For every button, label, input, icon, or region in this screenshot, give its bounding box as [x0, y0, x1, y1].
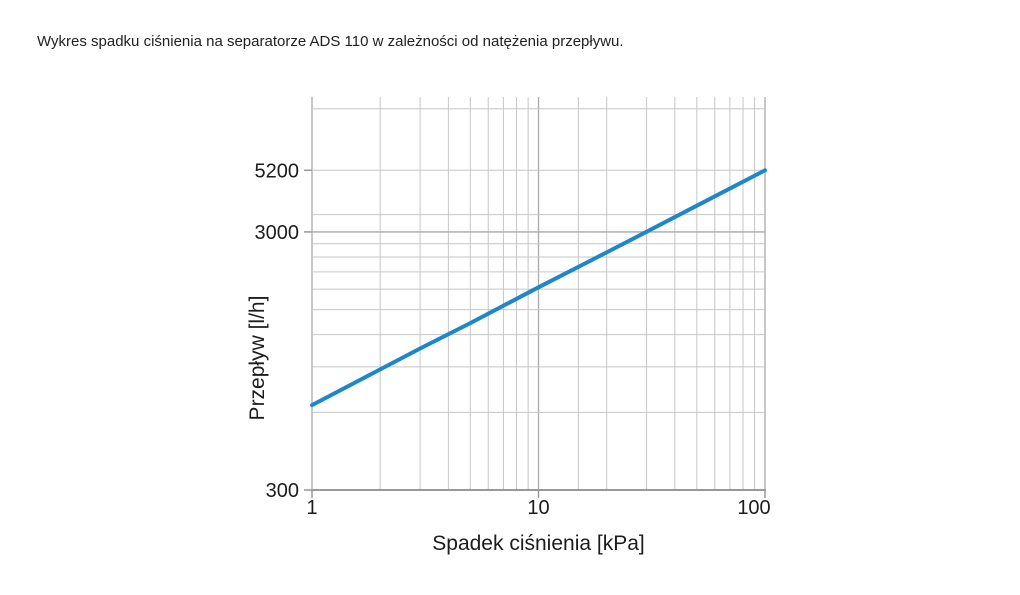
y-tick-label: 5200: [255, 160, 300, 182]
x-tick-label: 100: [737, 497, 770, 519]
x-tick-label: 10: [527, 497, 549, 519]
y-axis-title: Przepływ [l/h]: [246, 295, 269, 421]
x-axis-title: Spadek ciśnienia [kPa]: [432, 532, 645, 555]
y-tick-label: 300: [266, 480, 299, 502]
y-tick-label: 3000: [255, 222, 300, 244]
x-tick-label: 1: [306, 497, 317, 519]
flow-curve: [310, 168, 767, 408]
tick-labels: 1 10 100 300 3000 5200: [255, 160, 771, 519]
chart-title: Wykres spadku ciśnienia na separatorze A…: [37, 33, 624, 50]
flow-curve-group: [310, 168, 767, 408]
x-gridlines: [311, 97, 766, 490]
tick-marks: [304, 169, 766, 498]
